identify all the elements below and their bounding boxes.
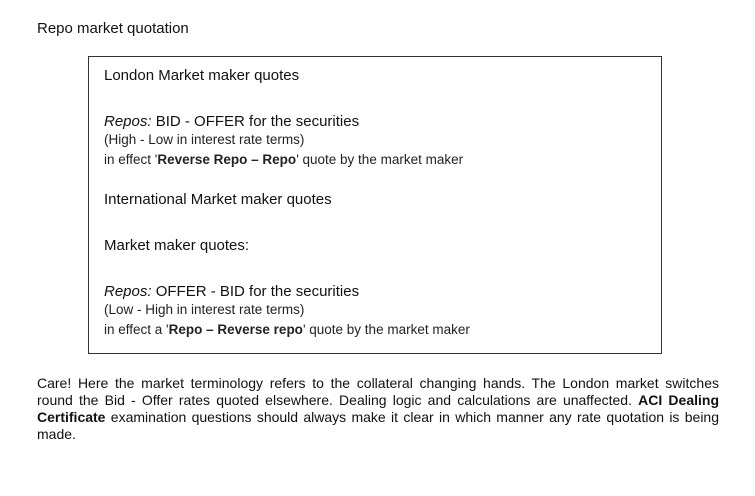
mm-heading-text: Market maker quotes: <box>104 237 250 254</box>
care-note: Care! Here the market terminology refers… <box>37 375 719 443</box>
london-effect-suffix: ' quote by the market maker <box>296 152 464 167</box>
care-note-bold: ACI Dealing Certificate <box>37 392 719 425</box>
london-effect: in effect 'Reverse Repo – Repo' quote by… <box>104 152 463 167</box>
london-effect-bold: Reverse Repo – Repo <box>157 152 297 167</box>
london-heading: London Market maker quotes <box>104 67 299 84</box>
intl-effect: in effect a 'Repo – Reverse repo' quote … <box>104 322 470 337</box>
london-heading-text: London Market maker quotes <box>104 67 300 84</box>
intl-repos-label: Repos: <box>104 283 152 300</box>
quotation-box: London Market maker quotes Repos: BID - … <box>88 56 662 354</box>
care-note-part1: Care! Here the market terminology refers… <box>37 375 719 408</box>
intl-effect-prefix: in effect a ' <box>104 322 169 337</box>
london-repos-label: Repos: <box>104 113 152 130</box>
intl-effect-bold: Repo – Reverse repo <box>168 322 303 337</box>
care-note-part2: examination questions should always make… <box>37 409 719 442</box>
london-repos-line: Repos: BID - OFFER for the securities <box>104 113 359 130</box>
intl-range: (Low - High in interest rate terms) <box>104 302 304 317</box>
london-range-text: (High - Low in interest rate terms) <box>104 132 305 147</box>
intl-heading: International Market maker quotes <box>104 191 332 208</box>
london-repos-text: BID - OFFER for the securities <box>151 113 360 130</box>
intl-repos-text: OFFER - BID for the securities <box>151 283 360 300</box>
intl-heading-text: International Market maker quotes <box>104 191 332 208</box>
mm-heading: Market maker quotes: <box>104 237 249 254</box>
intl-repos-line: Repos: OFFER - BID for the securities <box>104 283 359 300</box>
london-effect-prefix: in effect ' <box>104 152 158 167</box>
intl-range-text: (Low - High in interest rate terms) <box>104 302 305 317</box>
london-range: (High - Low in interest rate terms) <box>104 132 304 147</box>
intl-effect-suffix: ' quote by the market maker <box>302 322 470 337</box>
page-title: Repo market quotation <box>37 20 189 37</box>
